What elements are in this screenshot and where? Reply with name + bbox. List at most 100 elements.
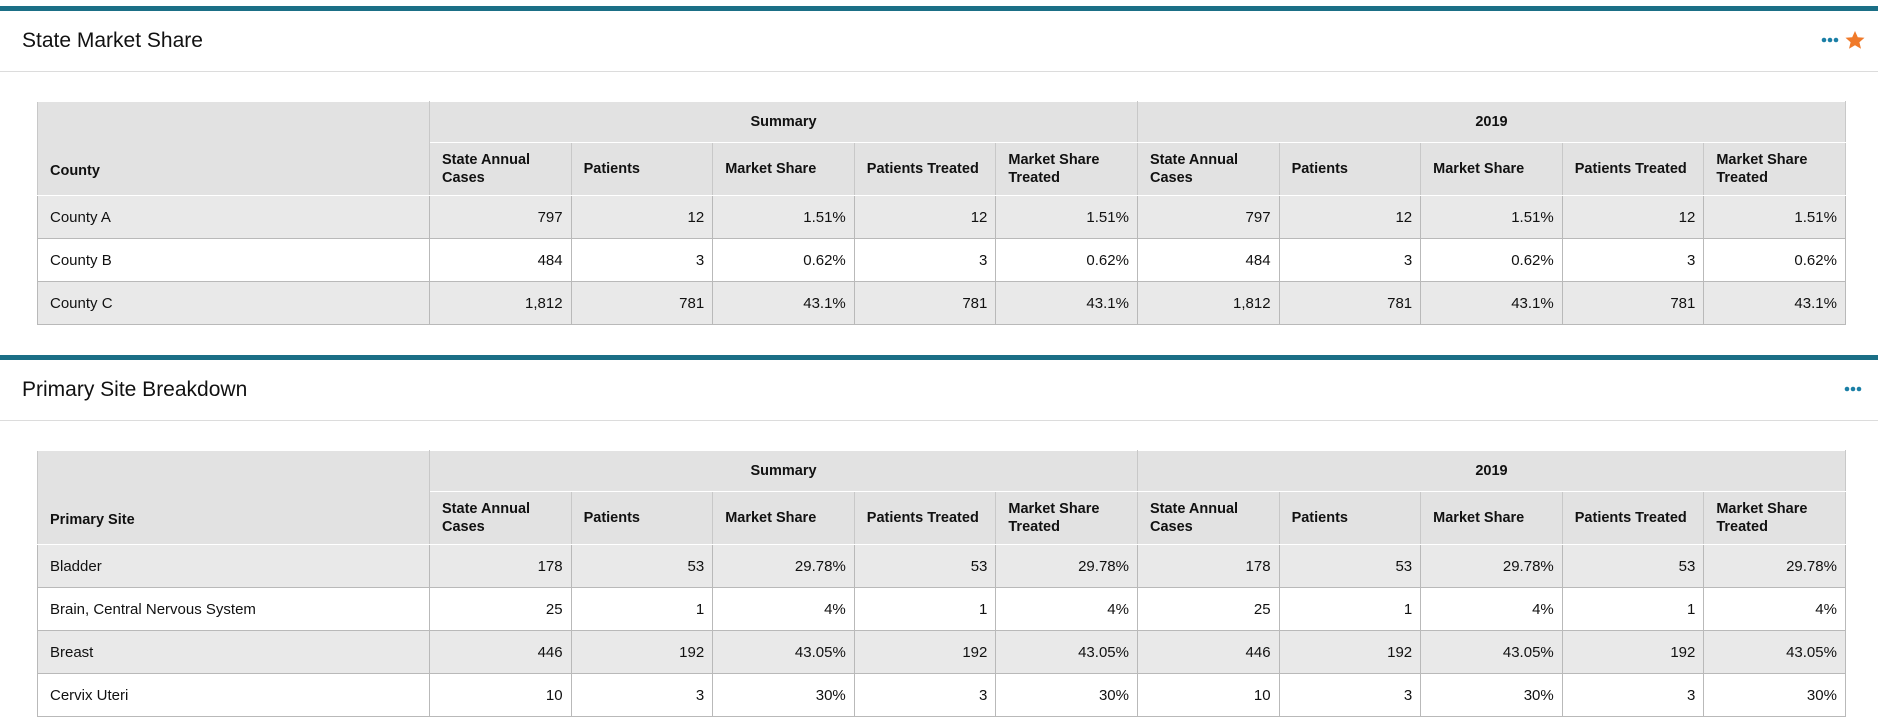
table-row: Cervix Uteri 10 3 30% 3 30% 10 3 30% 3 30% xyxy=(37,673,1846,717)
table-row: County C 1,812 781 43.1% 781 43.1% 1,812 781 43.… xyxy=(37,281,1846,325)
panel-header: State Market Share xyxy=(0,11,1878,72)
row-label: County A xyxy=(37,195,430,239)
row-header-title: County xyxy=(37,101,430,196)
cell: 12 xyxy=(1561,195,1705,239)
cell: 43.05% xyxy=(1420,630,1563,674)
column-header-row: State Annual Cases Patients Market Share Pa… xyxy=(38,142,1846,196)
cell: 0.62% xyxy=(995,238,1138,282)
column-header: Market Share Treated xyxy=(1703,491,1846,545)
cell: 12 xyxy=(853,195,997,239)
panel-actions xyxy=(1844,386,1862,392)
cell: 178 xyxy=(1136,544,1280,588)
cell: 192 xyxy=(853,630,997,674)
table-row: County B 484 3 0.62% 3 0.62% 484 3 0.62% 3 0.62% xyxy=(37,238,1846,282)
group-header: Summary xyxy=(429,101,1138,143)
cell: 30% xyxy=(712,673,855,717)
cell: 53 xyxy=(1278,544,1422,588)
cell: 3 xyxy=(570,238,714,282)
column-header: Patients Treated xyxy=(1561,142,1705,196)
table-container: Primary Site Summary 2019 State Annual Case… xyxy=(0,421,1878,717)
cell: 446 xyxy=(429,630,572,674)
row-label: Breast xyxy=(37,630,430,674)
cell: 192 xyxy=(1561,630,1705,674)
cell: 781 xyxy=(570,281,714,325)
column-header: Market Share xyxy=(712,142,855,196)
group-header: Summary xyxy=(429,450,1138,492)
cell: 4% xyxy=(712,587,855,631)
cell: 53 xyxy=(570,544,714,588)
cell: 29.78% xyxy=(712,544,855,588)
cell: 3 xyxy=(853,673,997,717)
column-header: State Annual Cases xyxy=(429,491,572,545)
cell: 43.05% xyxy=(995,630,1138,674)
column-header: Patients Treated xyxy=(853,142,997,196)
favorite-star[interactable] xyxy=(1845,31,1865,49)
column-header: Patients xyxy=(1278,142,1422,196)
table-container: County Summary 2019 State Annual Cases Patie… xyxy=(0,72,1878,325)
table-row: Bladder 178 53 29.78% 53 29.78% 178 53 29.78% 53 2… xyxy=(37,544,1846,588)
more-menu[interactable] xyxy=(1821,37,1839,43)
cell: 1.51% xyxy=(1703,195,1846,239)
panel-title: State Market Share xyxy=(22,29,203,52)
cell: 4% xyxy=(1420,587,1563,631)
row-label: Brain, Central Nervous System xyxy=(37,587,430,631)
column-header: Patients xyxy=(1278,491,1422,545)
cell: 4% xyxy=(1703,587,1846,631)
panel-title: Primary Site Breakdown xyxy=(22,378,248,401)
cell: 53 xyxy=(1561,544,1705,588)
cell: 1 xyxy=(570,587,714,631)
column-header: Market Share xyxy=(1420,142,1563,196)
cell: 0.62% xyxy=(1420,238,1563,282)
column-header: State Annual Cases xyxy=(429,142,572,196)
column-header: Market Share Treated xyxy=(1703,142,1846,196)
column-header: Patients xyxy=(570,142,714,196)
cell: 43.05% xyxy=(1703,630,1846,674)
cell: 12 xyxy=(570,195,714,239)
cell: 3 xyxy=(1278,673,1422,717)
cell: 0.62% xyxy=(712,238,855,282)
cell: 43.05% xyxy=(712,630,855,674)
cell: 1,812 xyxy=(1136,281,1280,325)
cell: 484 xyxy=(429,238,572,282)
more-menu[interactable] xyxy=(1844,386,1862,392)
cell: 1,812 xyxy=(429,281,572,325)
cell: 192 xyxy=(570,630,714,674)
cell: 10 xyxy=(1136,673,1280,717)
cell: 25 xyxy=(429,587,572,631)
cell: 25 xyxy=(1136,587,1280,631)
row-label: County B xyxy=(37,238,430,282)
cell: 192 xyxy=(1278,630,1422,674)
cell: 484 xyxy=(1136,238,1280,282)
cell: 10 xyxy=(429,673,572,717)
column-header: State Annual Cases xyxy=(1136,491,1280,545)
cell: 1 xyxy=(1561,587,1705,631)
cell: 1.51% xyxy=(995,195,1138,239)
column-header: Market Share xyxy=(1420,491,1563,545)
row-label: Bladder xyxy=(37,544,430,588)
row-header-title: Primary Site xyxy=(37,450,430,545)
column-header: Patients Treated xyxy=(853,491,997,545)
group-header: 2019 xyxy=(1136,450,1846,492)
cell: 30% xyxy=(1420,673,1563,717)
cell: 178 xyxy=(429,544,572,588)
table-row: County A 797 12 1.51% 12 1.51% 797 12 1.51% 12 1.5… xyxy=(37,195,1846,239)
cell: 1.51% xyxy=(712,195,855,239)
group-header: 2019 xyxy=(1136,101,1846,143)
table-row: Breast 446 192 43.05% 192 43.05% 446 192 43.05% 1… xyxy=(37,630,1846,674)
data-table: County Summary 2019 State Annual Cases Patie… xyxy=(37,101,1846,325)
cell: 3 xyxy=(1561,673,1705,717)
table-head: Primary Site Summary 2019 State Annual Case… xyxy=(37,450,1846,545)
cell: 30% xyxy=(995,673,1138,717)
cell: 781 xyxy=(853,281,997,325)
cell: 3 xyxy=(570,673,714,717)
cell: 3 xyxy=(853,238,997,282)
column-header-row: State Annual Cases Patients Market Share Pa… xyxy=(38,491,1846,545)
cell: 29.78% xyxy=(1703,544,1846,588)
column-header: Market Share xyxy=(712,491,855,545)
cell: 30% xyxy=(1703,673,1846,717)
cell: 1 xyxy=(853,587,997,631)
panel: State Market Share County Summary 2019 Stat… xyxy=(0,6,1878,363)
panel-actions xyxy=(1821,31,1865,49)
cell: 781 xyxy=(1561,281,1705,325)
